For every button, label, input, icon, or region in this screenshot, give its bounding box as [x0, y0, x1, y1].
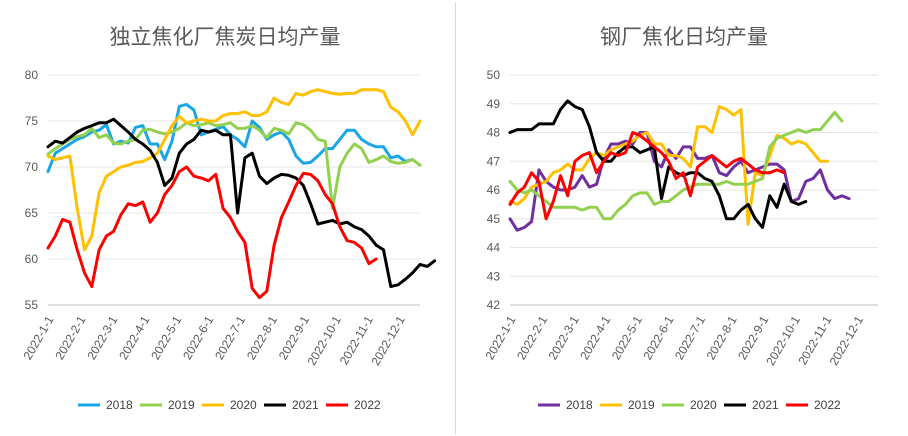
x-tick-label: 2022-9-1: [276, 313, 312, 362]
series-line-2018: [508, 131, 851, 232]
y-axis: 55 60 65 70 75 80: [25, 68, 39, 312]
y-tick-label: 46: [487, 183, 501, 197]
series-line-2020: [46, 88, 422, 252]
y-tick-label: 50: [487, 68, 501, 82]
x-tick-label: 2022-3-1: [84, 313, 120, 362]
y-tick-label: 55: [25, 298, 39, 312]
legend-label-2022: 2022: [354, 398, 381, 412]
y-tick-label: 80: [25, 68, 39, 82]
x-tick-label: 2022-2-1: [52, 313, 88, 362]
y-tick-label: 43: [487, 269, 501, 283]
legend-label-2022: 2022: [814, 398, 841, 412]
series-line-2022: [508, 131, 786, 221]
y-tick-label: 48: [487, 126, 501, 140]
legend-label-2021: 2021: [292, 398, 319, 412]
legend-label-2020: 2020: [690, 398, 717, 412]
series-line-2019: [46, 121, 422, 210]
x-tick-label: 2022-7-1: [212, 313, 248, 362]
legend: 2018 2019 2020 2021 2022: [538, 398, 841, 412]
legend-label-2020: 2020: [230, 398, 257, 412]
x-tick-label: 2022-6-1: [180, 313, 216, 362]
x-axis: 2022-1-12022-2-12022-3-12022-4-12022-5-1…: [482, 313, 866, 368]
series-line-2021: [508, 99, 808, 229]
y-tick-label: 60: [25, 252, 39, 266]
legend-label-2021: 2021: [752, 398, 779, 412]
series-lines: [508, 99, 851, 232]
x-axis: 2022-1-12022-2-12022-3-12022-4-12022-5-1…: [20, 313, 408, 368]
chart-svg-steel-coking: 钢厂焦化日均产量 42 43 44 45 46 47 48 49 50 2022-1-12022…: [482, 25, 878, 412]
chart-svg-coke-independent: 独立焦化厂焦炭日均产量 55 60 65 70 75 80 2022-1-12022-2-…: [20, 25, 437, 412]
y-tick-label: 42: [487, 298, 501, 312]
y-tick-label: 45: [487, 212, 501, 226]
y-axis: 42 43 44 45 46 47 48 49 50: [487, 68, 501, 312]
legend-label-2019: 2019: [628, 398, 655, 412]
chart-panel-steel-coking: 钢厂焦化日均产量 42 43 44 45 46 47 48 49 50 2022-1-1 2022…: [460, 0, 908, 436]
series-lines: [46, 88, 437, 300]
legend-label-2019: 2019: [168, 398, 195, 412]
y-tick-label: 44: [487, 241, 501, 255]
series-line-2022: [46, 165, 378, 300]
panel-divider: [455, 2, 456, 434]
legend: 2018 2019 2020 2021 2022: [78, 398, 381, 412]
series-line-2020: [508, 110, 844, 221]
chart-title: 独立焦化厂焦炭日均产量: [110, 25, 341, 49]
y-tick-label: 49: [487, 97, 501, 111]
legend-label-2018: 2018: [106, 398, 133, 412]
y-tick-label: 70: [25, 160, 39, 174]
y-tick-label: 65: [25, 206, 39, 220]
x-tick-label: 2022-4-1: [116, 313, 152, 362]
x-tick-label: 2022-1-1: [20, 313, 56, 362]
series-line-2021: [46, 117, 437, 289]
y-tick-label: 47: [487, 154, 501, 168]
y-tick-label: 75: [25, 114, 39, 128]
x-tick-label: 2022-8-1: [244, 313, 280, 362]
chart-title: 钢厂焦化日均产量: [600, 25, 768, 49]
legend-label-2018: 2018: [566, 398, 593, 412]
x-tick-label: 2022-5-1: [148, 313, 184, 362]
chart-panel-coke-independent: 独立焦化厂焦炭日均产量 55 60 65 70 75 80 2022-1-1 2022-2-…: [0, 0, 450, 436]
